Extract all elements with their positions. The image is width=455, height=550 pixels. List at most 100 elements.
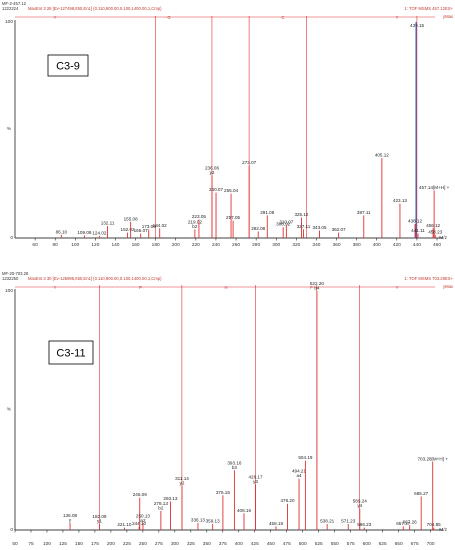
- sequence-letter: F: [310, 285, 313, 290]
- x-tick-label: 100: [71, 242, 79, 248]
- peak-label: 325.12: [294, 212, 308, 217]
- peak-label: 250.13: [136, 513, 150, 518]
- x-axis-unit: M/z: [439, 527, 447, 533]
- peak-label: 327.11: [297, 224, 311, 229]
- peak-label: 423.13: [393, 198, 407, 203]
- x-tick-label: 125: [59, 541, 67, 547]
- x-tick-label: 550: [331, 541, 339, 547]
- base-peak-label: 439.15: [410, 23, 424, 28]
- peak-label: 282.08: [251, 226, 265, 231]
- x-tick-label: 650: [395, 541, 403, 547]
- x-tick-label: 525: [315, 541, 323, 547]
- x-tick-label: 100: [43, 541, 51, 547]
- peak-label: 278.13: [154, 501, 168, 506]
- peak-label: 458.18: [269, 521, 283, 526]
- x-tick-label: 280: [252, 242, 260, 248]
- sequence-letter: H: [224, 285, 227, 290]
- peak-label: 255.04: [224, 188, 238, 193]
- sequence-letter: G: [167, 15, 170, 20]
- x-tick-label: 50: [12, 541, 18, 547]
- peak-label: 456.12: [426, 223, 440, 228]
- peak-label: 408.16: [237, 508, 251, 513]
- x-tick-label: 700: [427, 541, 435, 547]
- sequence-letter: C: [281, 15, 284, 20]
- x-tick-label: 600: [363, 541, 371, 547]
- sequence-letter: P: [139, 285, 142, 290]
- peak-label: 571.23: [341, 519, 355, 524]
- x-tick-label: 260: [232, 242, 240, 248]
- header-mode: 1: TOF MSMS 703.28ES+: [404, 276, 453, 281]
- peak-label: 86.10: [56, 229, 68, 234]
- x-tick-label: 500: [299, 541, 307, 547]
- peak-label: 685.27: [414, 491, 428, 496]
- x-tick-label: 80: [53, 242, 59, 248]
- header-id: 1222224: [2, 6, 19, 11]
- x-tick-label: 440: [413, 242, 421, 248]
- peak-label: 504.19: [298, 455, 312, 460]
- x-tick-label: 425: [251, 541, 259, 547]
- header-units: yMax: [443, 14, 454, 19]
- peak-label: 522.20: [310, 281, 324, 286]
- peak-label: 426.17: [248, 475, 262, 480]
- peak-label: 458.23: [428, 229, 442, 234]
- x-tick-label: 200: [107, 541, 115, 547]
- x-tick-label: 75: [28, 541, 34, 547]
- header-mode: 1: TOF MSMS 457.12ES+: [404, 6, 453, 11]
- x-tick-label: 180: [152, 242, 160, 248]
- x-tick-label: 460: [433, 242, 441, 248]
- sequence-letter: Y: [396, 285, 399, 290]
- peak-label: 441.11: [411, 228, 425, 233]
- x-tick-label: 350: [203, 541, 211, 547]
- x-tick-label: 400: [235, 541, 243, 547]
- x-tick-label: 120: [91, 242, 99, 248]
- peak-label: 657.27: [396, 521, 410, 526]
- peak-label: 173.09: [142, 224, 156, 229]
- peak-ion-label: y1: [97, 519, 102, 524]
- peak-ion-label: b3: [232, 465, 238, 470]
- peak-ion-label: y2: [210, 170, 215, 175]
- sequence-letter: Y: [54, 285, 57, 290]
- peak-label: 293.13: [163, 496, 177, 501]
- header-file: MF-20-703.28: [2, 271, 29, 276]
- peak-ion-label: y: [69, 517, 72, 522]
- x-tick-label: 320: [292, 242, 300, 248]
- peak-ion-label: y2: [180, 480, 185, 485]
- x-tick-label: 575: [347, 541, 355, 547]
- peak-label: 405.12: [375, 153, 389, 158]
- x-tick-label: 150: [75, 541, 83, 547]
- sample-label-box: [47, 54, 89, 77]
- peak-label: 132.11: [101, 221, 115, 226]
- peak-label: 359.13: [206, 519, 220, 524]
- peak-label: 311.14: [175, 476, 189, 481]
- peak-label: 223.05: [192, 214, 206, 219]
- peak-label: 291.08: [260, 210, 274, 215]
- y-axis-zero-label: 0: [10, 235, 13, 241]
- peak-label: 155.08: [124, 216, 138, 221]
- peak-label: 182.09: [92, 514, 106, 519]
- peak-label: 538.21: [320, 519, 334, 524]
- x-tick-label: 450: [267, 541, 275, 547]
- x-tick-label: 340: [312, 242, 320, 248]
- peak-ion-label: b2: [192, 224, 198, 229]
- peak-label: 221.10: [117, 522, 131, 527]
- x-tick-label: 200: [172, 242, 180, 248]
- peak-label: 494.21: [292, 469, 306, 474]
- peak-label: 362.07: [332, 227, 346, 232]
- peak-label: 387.11: [357, 210, 371, 215]
- x-tick-label: 400: [373, 242, 381, 248]
- peak-label: 589.24: [353, 498, 367, 503]
- x-tick-label: 675: [411, 541, 419, 547]
- header-units: yMax: [443, 284, 454, 289]
- peak-label: 336.13: [191, 517, 205, 522]
- x-tick-label: 300: [272, 242, 280, 248]
- peak-label: 273.07: [242, 160, 256, 165]
- peak-label: 438.12: [408, 218, 422, 223]
- sequence-letter: Y: [396, 15, 399, 20]
- y-axis-max-label: 100: [5, 19, 13, 25]
- sample-label: C3-11: [56, 348, 85, 360]
- peak-label: 109.08: [77, 230, 91, 235]
- peak-label: 596.23: [357, 522, 371, 527]
- x-tick-label: 475: [283, 541, 291, 547]
- peak-label: 165.07: [134, 228, 148, 233]
